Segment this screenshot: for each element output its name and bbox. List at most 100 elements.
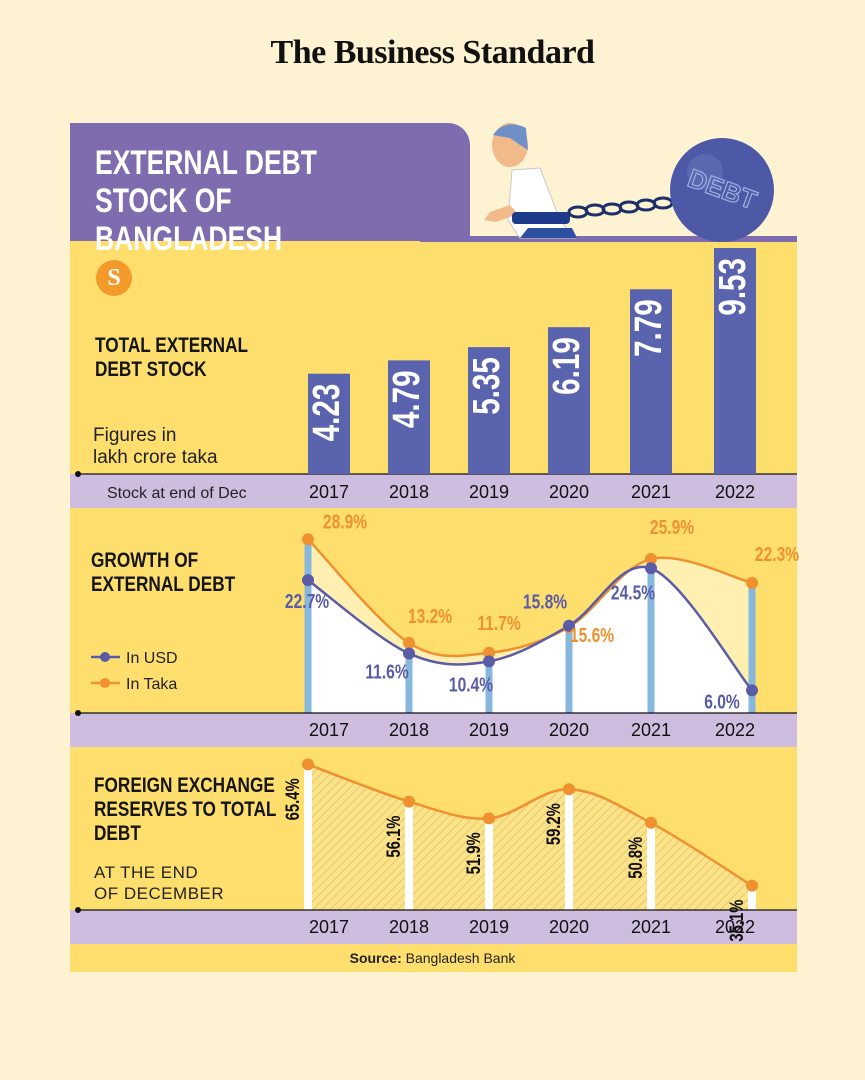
growth-title-line1: GROWTH OF xyxy=(91,549,199,572)
growth-axis-band xyxy=(70,713,797,747)
reserves-value-label: 35.1% xyxy=(726,900,747,942)
usd-line xyxy=(307,565,753,692)
stock-section-title: TOTAL EXTERNAL DEBT STOCK xyxy=(95,334,248,382)
stock-note-line1: Figures in xyxy=(93,425,177,446)
bar-value-label: 7.79 xyxy=(628,299,670,357)
reserves-stem xyxy=(565,789,573,910)
bar-value-label: 4.79 xyxy=(386,370,428,428)
x-tick-label: 2020 xyxy=(549,482,589,502)
x-tick-label: 2022 xyxy=(715,482,755,502)
taka-point xyxy=(483,646,495,659)
x-tick-label: 2017 xyxy=(309,482,349,502)
reserves-axis-band xyxy=(70,910,797,944)
reserves-value-label: 56.1% xyxy=(383,816,404,858)
x-tick-label: 2021 xyxy=(631,482,671,502)
reserves-area xyxy=(308,764,752,910)
x-tick-label: 2019 xyxy=(469,482,509,502)
usd-value-label: 22.7% xyxy=(285,590,329,612)
reserves-point xyxy=(746,879,758,892)
x-tick-label: 2018 xyxy=(389,482,429,502)
x-tick-label: 2019 xyxy=(469,917,509,937)
x-tick-label: 2020 xyxy=(549,720,589,740)
legend-usd-dot xyxy=(100,652,110,662)
x-tick-label: 2021 xyxy=(631,720,671,740)
x-tick-label: 2017 xyxy=(309,720,349,740)
taka-value-label: 13.2% xyxy=(408,605,452,627)
masthead: The Business Standard xyxy=(270,34,595,71)
legend-usd-label: In USD xyxy=(126,650,178,667)
reserves-stem xyxy=(304,764,312,910)
reserves-point xyxy=(403,795,415,808)
taka-point xyxy=(302,533,314,546)
bar xyxy=(388,360,430,474)
stock-axis-label: Stock at end of Dec xyxy=(107,485,247,502)
reserves-point xyxy=(302,758,314,771)
logo-icon: S xyxy=(96,260,132,296)
x-tick-label: 2019 xyxy=(469,720,509,740)
source-text: Bangladesh Bank xyxy=(405,950,516,966)
usd-point xyxy=(746,684,758,697)
reserves-point xyxy=(645,816,657,829)
growth-stem xyxy=(647,559,655,713)
bar xyxy=(308,373,350,474)
reserves-note-line2: OF DECEMBER xyxy=(94,884,225,903)
reserves-stem xyxy=(485,818,493,910)
reserves-line xyxy=(307,763,753,887)
usd-point xyxy=(483,655,495,668)
reserves-stem xyxy=(405,801,413,910)
page-title: EXTERNAL DEBT STOCK OF BANGLADESH xyxy=(95,144,318,258)
bar-value-label: 6.19 xyxy=(546,337,588,395)
usd-value-label: 24.5% xyxy=(611,581,655,603)
source-line: Source: Bangladesh Bank xyxy=(0,950,865,966)
usd-value-label: 11.6% xyxy=(365,661,408,683)
taka-point xyxy=(403,636,415,649)
reserves-stem xyxy=(748,885,756,910)
x-tick-label: 2021 xyxy=(631,917,671,937)
taka-point xyxy=(746,576,758,589)
usd-point xyxy=(302,574,314,587)
x-tick-label: 2022 xyxy=(715,917,755,937)
x-tick-label: 2020 xyxy=(549,917,589,937)
bar-value-label: 5.35 xyxy=(466,357,508,415)
source-label: Source: xyxy=(349,950,402,966)
usd-value-label: 6.0% xyxy=(704,691,740,713)
stock-note: Figures in lakh crore taka xyxy=(93,425,218,469)
bar xyxy=(714,248,756,474)
usd-point xyxy=(403,647,415,660)
usd-point xyxy=(563,619,575,632)
growth-stem xyxy=(565,625,573,713)
usd-area xyxy=(308,566,752,713)
reserves-value-label: 65.4% xyxy=(282,778,303,820)
reserves-note-line1: AT THE END xyxy=(94,863,199,882)
usd-point xyxy=(645,562,657,575)
bar-value-label: 4.23 xyxy=(306,384,348,442)
title-tab xyxy=(70,123,470,241)
bar xyxy=(630,289,672,474)
stock-title-line2: DEBT STOCK xyxy=(95,358,207,381)
reserves-value-label: 51.9% xyxy=(463,832,484,874)
reserves-title-line3: DEBT xyxy=(94,822,141,845)
reserves-point xyxy=(563,783,575,796)
stock-axis-band xyxy=(70,474,797,508)
growth-title-line2: EXTERNAL DEBT xyxy=(91,573,236,596)
reserves-title-line2: RESERVES TO TOTAL xyxy=(94,798,277,821)
stock-title-line1: TOTAL EXTERNAL xyxy=(95,334,249,357)
usd-value-label: 15.8% xyxy=(523,591,567,613)
x-tick-label: 2018 xyxy=(389,917,429,937)
bar-value-label: 9.53 xyxy=(712,258,754,316)
usd-value-label: 10.4% xyxy=(449,674,493,696)
growth-stem xyxy=(485,652,493,713)
reserves-title-line1: FOREIGN EXCHANGE xyxy=(94,774,275,797)
growth-stem xyxy=(304,539,312,713)
growth-stem xyxy=(405,642,413,713)
gap-area xyxy=(308,539,752,691)
x-tick-label: 2018 xyxy=(389,720,429,740)
legend-taka-label: In Taka xyxy=(126,676,177,693)
reserves-value-label: 59.2% xyxy=(543,803,564,845)
legend-taka-dot xyxy=(100,678,110,688)
reserves-point xyxy=(483,812,495,825)
bar xyxy=(548,327,590,474)
reserves-section-title: FOREIGN EXCHANGE RESERVES TO TOTAL DEBT xyxy=(94,774,276,846)
reserves-stem xyxy=(647,822,655,910)
